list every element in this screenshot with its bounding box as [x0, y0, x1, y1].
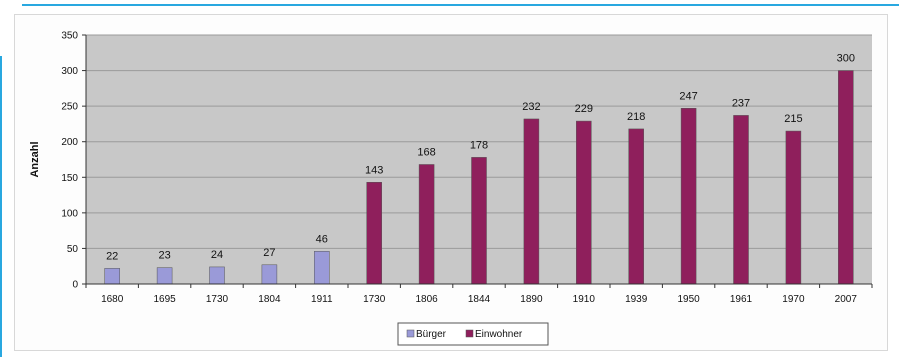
data-label-0: 22 — [106, 250, 118, 262]
x-tick-label-7: 1844 — [468, 294, 491, 305]
bar-einwohner-14 — [838, 70, 854, 285]
y-tick-label-200: 200 — [61, 137, 78, 148]
bar-einwohner-8 — [523, 118, 540, 285]
data-label-4: 46 — [316, 233, 328, 245]
bars — [104, 70, 854, 285]
x-tick-label-13: 1970 — [782, 294, 805, 305]
bar-einwohner-13 — [785, 130, 802, 285]
x-tick-label-12: 1961 — [730, 294, 753, 305]
y-axis-label: Anzahl — [29, 141, 41, 177]
data-label-13: 215 — [784, 113, 802, 125]
data-label-10: 218 — [627, 111, 645, 123]
bar-buerger-4 — [314, 251, 330, 285]
legend-label-einwohner: Einwohner — [475, 329, 523, 340]
x-tick-label-2: 1730 — [206, 294, 229, 305]
y-axis-ticks: 0 50 100 150 200 250 300 350 — [61, 31, 86, 291]
legend: Bürger Einwohner — [397, 322, 549, 346]
bar-einwohner-7 — [471, 157, 487, 285]
bar-buerger-0 — [104, 268, 120, 285]
data-label-2: 24 — [211, 249, 223, 261]
data-label-11: 247 — [679, 90, 697, 102]
x-tick-label-6: 1806 — [415, 294, 438, 305]
bar-einwohner-6 — [418, 164, 435, 285]
y-tick-label-350: 350 — [61, 31, 78, 42]
legend-swatch-einwohner — [465, 329, 474, 338]
bar-einwohner-10 — [628, 128, 644, 285]
y-tick-label-150: 150 — [61, 173, 78, 184]
legend-swatch-buerger — [406, 329, 415, 338]
data-label-12: 237 — [732, 97, 750, 109]
bar-einwohner-9 — [576, 120, 592, 285]
x-tick-label-1: 1695 — [153, 294, 176, 305]
frame-accent-top — [22, 4, 899, 6]
bar-buerger-3 — [261, 264, 278, 285]
bar-buerger-1 — [156, 267, 173, 285]
y-tick-label-0: 0 — [72, 280, 78, 291]
x-tick-label-8: 1890 — [520, 294, 543, 305]
data-label-3: 27 — [263, 247, 275, 259]
bar-einwohner-11 — [680, 108, 697, 285]
y-tick-label-300: 300 — [61, 66, 78, 77]
frame-accent-left — [0, 56, 2, 357]
bar-einwohner-5 — [366, 182, 382, 285]
y-tick-label-50: 50 — [67, 244, 79, 255]
bar-buerger-2 — [209, 266, 225, 285]
x-tick-label-3: 1804 — [258, 294, 281, 305]
data-label-14: 300 — [837, 53, 855, 65]
x-tick-label-11: 1950 — [677, 294, 700, 305]
y-tick-label-100: 100 — [61, 208, 78, 219]
bar-einwohner-12 — [733, 115, 749, 285]
x-tick-label-10: 1939 — [625, 294, 648, 305]
x-tick-label-14: 2007 — [835, 294, 858, 305]
data-label-8: 232 — [522, 101, 540, 113]
x-tick-label-4: 1911 — [311, 294, 333, 305]
x-axis-ticks: 1680 1695 1730 1804 1911 1730 1806 1844 1890 1910… — [85, 284, 873, 305]
data-labels: 22 23 24 27 46 143 168 178 232 229 218 247 237 215 300 — [106, 53, 855, 263]
x-tick-label-9: 1910 — [573, 294, 596, 305]
data-label-6: 168 — [417, 146, 435, 158]
x-tick-label-5: 1730 — [363, 294, 386, 305]
legend-label-buerger: Bürger — [416, 329, 447, 340]
y-tick-label-250: 250 — [61, 102, 78, 113]
data-label-5: 143 — [365, 164, 383, 176]
data-label-9: 229 — [575, 103, 593, 115]
data-label-1: 23 — [158, 250, 170, 262]
x-tick-label-0: 1680 — [101, 294, 124, 305]
data-label-7: 178 — [470, 139, 488, 151]
